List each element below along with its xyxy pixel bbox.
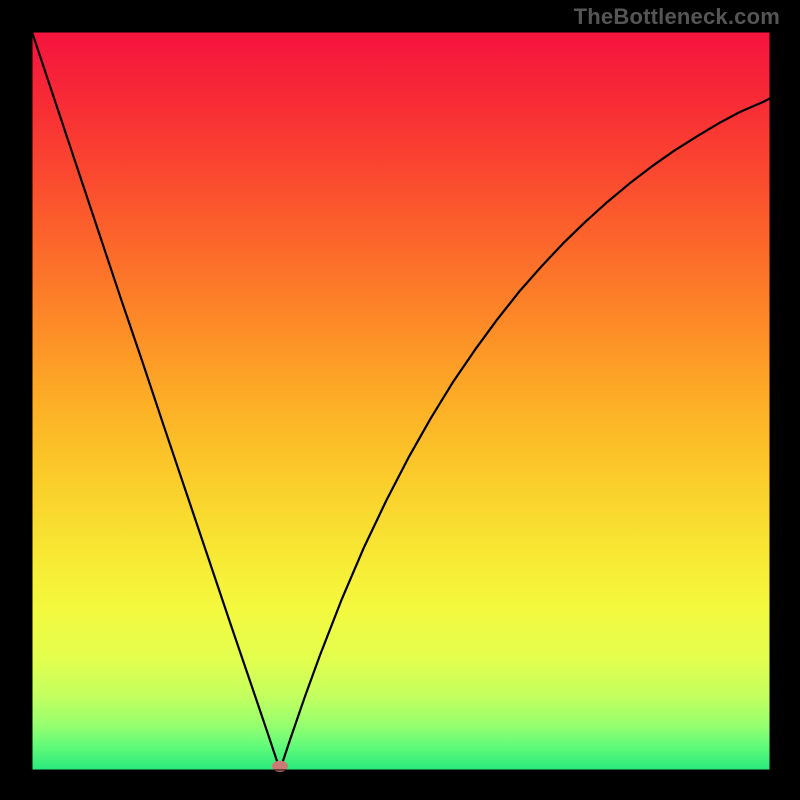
- bottleneck-chart: [0, 0, 800, 800]
- plot-background: [32, 32, 770, 770]
- chart-container: TheBottleneck.com: [0, 0, 800, 800]
- watermark-text: TheBottleneck.com: [574, 4, 780, 30]
